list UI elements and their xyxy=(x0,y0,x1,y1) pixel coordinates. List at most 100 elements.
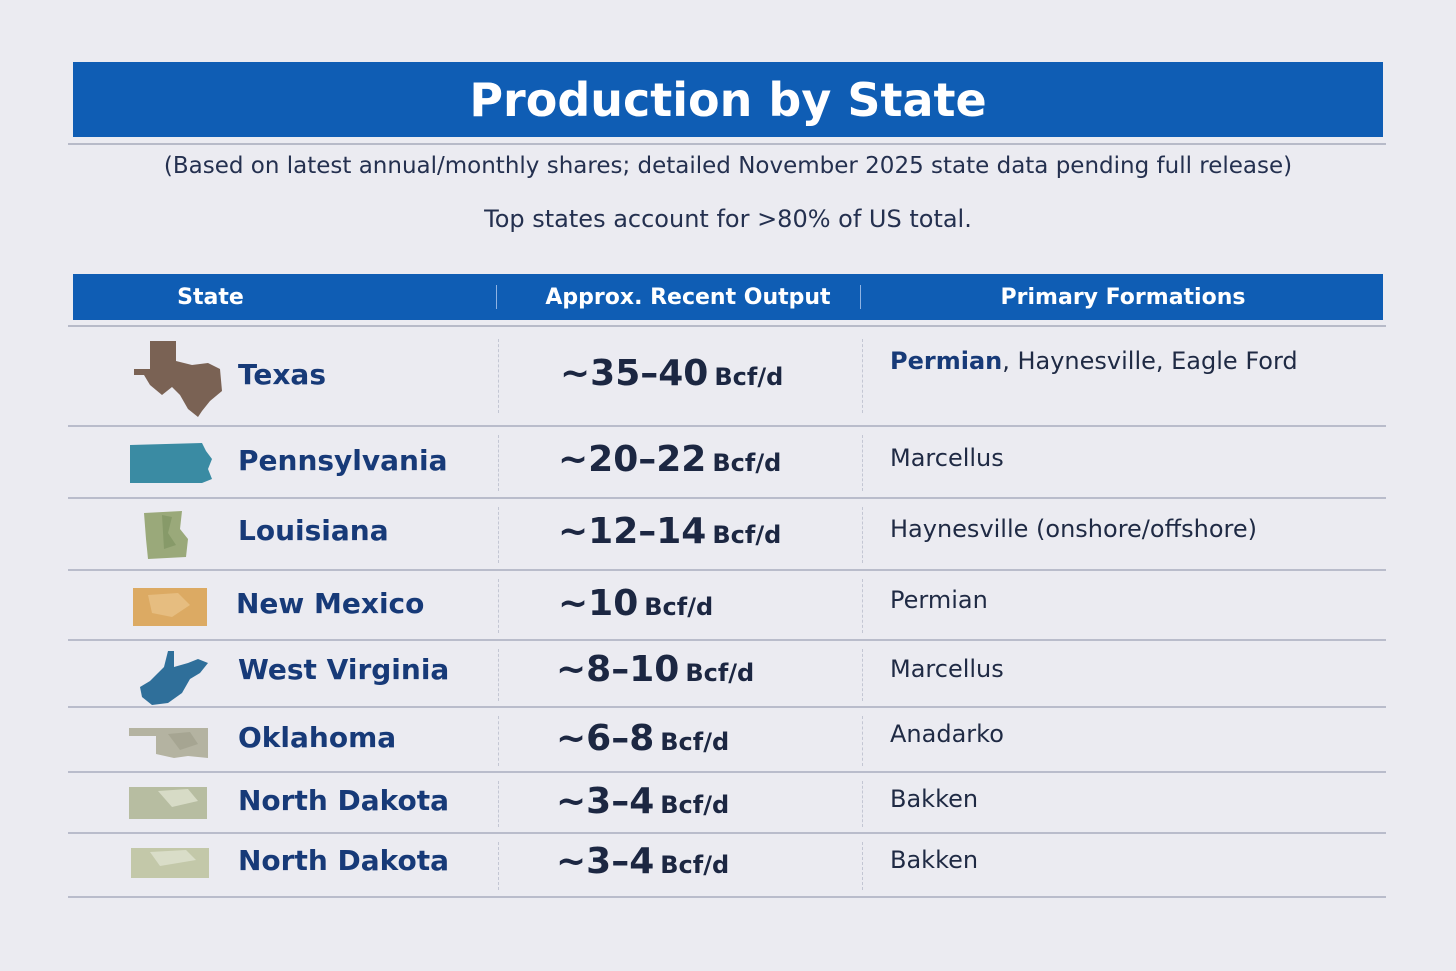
column-separator xyxy=(862,339,863,413)
column-separator xyxy=(862,842,863,890)
state-name: Texas xyxy=(238,358,326,391)
column-separator xyxy=(498,649,499,701)
formation-list: Anadarko xyxy=(890,720,1004,748)
state-name: Oklahoma xyxy=(238,721,397,754)
column-separator xyxy=(862,781,863,827)
output-value: ~6–8 Bcf/d xyxy=(556,718,729,759)
page-title: Production by State xyxy=(73,62,1383,137)
header-divider xyxy=(68,325,1386,327)
table-row: New Mexico ~10 Bcf/d Permian xyxy=(68,571,1386,641)
column-separator xyxy=(498,435,499,491)
table-row: Louisiana ~12–14 Bcf/d Haynesville (onsho… xyxy=(68,499,1386,571)
row-divider xyxy=(68,896,1386,898)
table-row: Texas ~35–40 Bcf/d Permian, Haynesville, … xyxy=(68,327,1386,427)
column-separator xyxy=(862,579,863,633)
output-unit: Bcf/d xyxy=(660,791,730,819)
output-unit: Bcf/d xyxy=(712,521,782,549)
output-value: ~20–22 Bcf/d xyxy=(558,439,781,480)
formation-list: Marcellus xyxy=(890,444,1004,472)
column-separator xyxy=(498,339,499,413)
output-value: ~3–4 Bcf/d xyxy=(556,781,729,822)
texas-map-icon xyxy=(134,341,222,417)
output-range: ~12–14 xyxy=(558,511,707,552)
column-header-output: Approx. Recent Output xyxy=(545,284,831,310)
formation-list: Bakken xyxy=(890,785,979,813)
header-separator xyxy=(496,285,497,309)
state-name: North Dakota xyxy=(238,844,450,877)
column-separator xyxy=(498,507,499,563)
table-row: Oklahoma ~6–8 Bcf/d Anadarko xyxy=(68,708,1386,773)
row-divider xyxy=(68,497,1386,499)
output-value: ~35–40 Bcf/d xyxy=(560,353,783,394)
column-header-formations: Primary Formations xyxy=(1000,284,1246,310)
output-unit: Bcf/d xyxy=(644,593,714,621)
row-divider xyxy=(68,425,1386,427)
output-value: ~12–14 Bcf/d xyxy=(558,511,781,552)
table-header: State Approx. Recent Output Primary Form… xyxy=(73,274,1383,320)
output-range: ~6–8 xyxy=(556,718,655,759)
primary-formations: Anadarko xyxy=(890,720,1004,748)
output-range: ~20–22 xyxy=(558,439,707,480)
output-range: ~3–4 xyxy=(556,781,655,822)
formation-highlight: Permian xyxy=(890,347,1003,375)
row-divider xyxy=(68,569,1386,571)
row-divider xyxy=(68,771,1386,773)
table-row: West Virginia ~8–10 Bcf/d Marcellus xyxy=(68,641,1386,708)
output-value: ~8–10 Bcf/d xyxy=(556,649,754,690)
formation-list: Marcellus xyxy=(890,655,1004,683)
oklahoma-map-icon xyxy=(129,728,208,758)
state-name: Louisiana xyxy=(238,514,389,547)
output-unit: Bcf/d xyxy=(685,659,755,687)
column-separator xyxy=(862,435,863,491)
header-separator xyxy=(860,285,861,309)
state-name: West Virginia xyxy=(238,653,450,686)
state-name: New Mexico xyxy=(236,587,425,620)
table-row: Pennsylvania ~20–22 Bcf/d Marcellus xyxy=(68,427,1386,499)
output-unit: Bcf/d xyxy=(660,728,730,756)
louisiana-map-icon xyxy=(144,511,188,559)
primary-formations: Marcellus xyxy=(890,444,1004,472)
primary-formations: Permian xyxy=(890,586,988,614)
column-header-state: State xyxy=(177,284,244,310)
primary-formations: Bakken xyxy=(890,846,978,874)
output-range: ~35–40 xyxy=(560,353,709,394)
column-separator xyxy=(498,579,499,633)
output-value: ~3–4 Bcf/d xyxy=(556,841,729,882)
primary-formations: Haynesville (onshore/offshore) xyxy=(890,515,1257,543)
column-separator xyxy=(498,716,499,766)
row-divider xyxy=(68,706,1386,708)
subtitle: (Based on latest annual/monthly shares; … xyxy=(163,153,1293,179)
column-separator xyxy=(862,716,863,766)
column-separator xyxy=(862,649,863,701)
north-dakota-map-icon xyxy=(131,848,209,878)
primary-formations: Permian, Haynesville, Eagle Ford xyxy=(890,347,1298,375)
north-dakota-map-icon xyxy=(129,787,207,819)
output-unit: Bcf/d xyxy=(660,851,730,879)
state-name: North Dakota xyxy=(238,784,450,817)
new-mexico-map-icon xyxy=(133,588,207,626)
row-divider xyxy=(68,639,1386,641)
table-row: North Dakota ~3–4 Bcf/d Bakken xyxy=(68,834,1386,898)
title-divider xyxy=(68,143,1386,145)
output-range: ~8–10 xyxy=(556,649,680,690)
column-separator xyxy=(498,781,499,827)
formation-list: , Haynesville, Eagle Ford xyxy=(1002,347,1298,375)
column-separator xyxy=(862,507,863,563)
formation-list: Bakken xyxy=(890,846,979,874)
state-name: Pennsylvania xyxy=(238,444,448,477)
pennsylvania-map-icon xyxy=(130,443,212,483)
row-divider xyxy=(68,832,1386,834)
formation-list: Permian xyxy=(890,586,988,614)
output-range: ~10 xyxy=(558,583,639,624)
output-unit: Bcf/d xyxy=(712,449,782,477)
formation-list: Haynesville (onshore/offshore) xyxy=(890,515,1257,543)
output-unit: Bcf/d xyxy=(714,363,784,391)
output-value: ~10 Bcf/d xyxy=(558,583,713,624)
column-separator xyxy=(498,842,499,890)
primary-formations: Bakken xyxy=(890,785,978,813)
summary-text: Top states account for >80% of US total. xyxy=(484,205,972,233)
west-virginia-map-icon xyxy=(140,651,208,705)
primary-formations: Marcellus xyxy=(890,655,1004,683)
table-row: North Dakota ~3–4 Bcf/d Bakken xyxy=(68,773,1386,834)
output-range: ~3–4 xyxy=(556,841,655,882)
